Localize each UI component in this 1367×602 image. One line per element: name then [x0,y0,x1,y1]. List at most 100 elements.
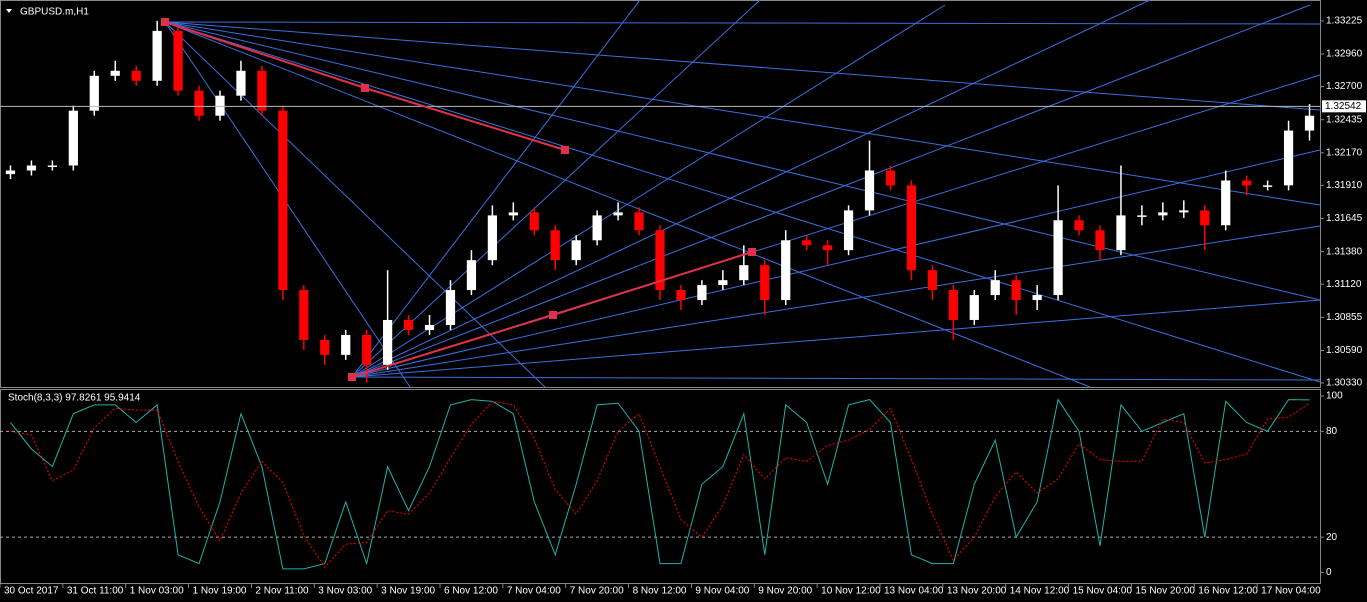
candle-body [571,240,581,261]
candle-body [927,270,937,291]
y-tick-label: 1.31380 [1326,246,1363,257]
candle-body [152,30,162,81]
fan-line [351,149,1321,378]
chart-title: GBPUSD.m,H1 [20,7,89,18]
x-tick-label: 14 Nov 12:00 [1010,586,1070,597]
candle-body [718,280,728,286]
candle-body [110,70,120,76]
candle-body [68,110,78,166]
anchor [348,373,356,381]
x-tick-label: 10 Nov 12:00 [821,586,881,597]
candle-body [341,334,351,355]
anchor [549,311,557,319]
candle-body [5,170,16,175]
y-tick-label: 1.32700 [1326,81,1363,92]
candle-body [1137,215,1147,217]
x-tick-label: 13 Nov 04:00 [884,586,944,597]
candle-body [969,295,979,320]
fan-line [351,0,761,378]
anchor [748,248,756,256]
candle-body [948,290,958,320]
fan-line [351,4,1311,378]
candle-body [362,334,372,365]
y-tick-label: 0 [1326,567,1332,578]
candle-body [843,210,854,251]
candle-body [1221,180,1231,226]
candle-body [173,30,183,91]
candle-body [1074,220,1084,231]
fan-line [351,299,1321,378]
candle-body [26,165,37,171]
candle-body [885,170,896,186]
candle-body [676,290,686,301]
candle-body [403,319,414,330]
candle-body [864,170,875,211]
y-tick-label: 1.33225 [1326,16,1363,27]
candle-body [383,319,393,365]
fan-line [351,4,946,378]
candle-body [906,185,917,271]
fan-line [164,21,1321,25]
x-tick-label: 15 Nov 04:00 [1073,586,1133,597]
stoch-line [10,398,1310,570]
x-tick-label: 3 Nov 03:00 [318,586,372,597]
candle-body [257,70,267,111]
fan-line [164,21,1321,383]
frame [0,0,1321,584]
last-price-box [1322,100,1366,113]
candle-body [1011,280,1021,301]
x-tick-label: 7 Nov 04:00 [507,586,561,597]
x-tick-label: 6 Nov 12:00 [444,586,498,597]
x-tick-label: 7 Nov 20:00 [570,586,624,597]
indicator-title: Stoch(8,3,3) 97.8261 95.9414 [8,393,141,404]
y-tick-label: 1.30590 [1326,345,1363,356]
candle-body [697,285,707,301]
candle-body [529,212,539,231]
fan-line [164,21,1321,111]
candle-body [634,212,644,231]
candle-body [781,240,791,301]
x-tick-label: 1 Nov 19:00 [193,586,247,597]
anchor [161,18,169,26]
candle-body [424,324,435,330]
candle-body [655,230,665,291]
candle-body [802,240,812,246]
menu-triangle [6,9,12,13]
y-tick-label: 80 [1326,426,1338,437]
x-tick-label: 9 Nov 04:00 [695,586,749,597]
candle-body [1116,215,1126,251]
candle-body [1283,130,1294,186]
fan-line [164,21,546,388]
candle-body [550,230,560,261]
y-tick-label: 1.30330 [1326,378,1363,389]
x-tick-label: 1 Nov 03:00 [130,586,184,597]
x-tick-label: 17 Nov 04:00 [1261,586,1321,597]
candle-body [320,339,330,355]
candle-body [1200,210,1210,226]
y-tick-label: 1.32170 [1326,147,1363,158]
y-tick-label: 1.32435 [1326,114,1363,125]
candle-body [739,265,749,281]
x-tick-label: 2 Nov 11:00 [255,586,309,597]
candle-body [487,215,497,261]
anchor [361,84,369,92]
candle-body [1263,185,1273,187]
candle-body [89,75,99,111]
y-tick-label: 1.31645 [1326,213,1363,224]
fan-line [351,376,1321,381]
candle-body [299,290,309,340]
fan-line [164,21,411,388]
y-tick-label: 1.31120 [1326,279,1362,290]
last-price-label: 1.32542 [1325,101,1362,112]
stoch-line [10,400,1310,568]
candle-body [508,212,518,216]
candle-body [236,70,246,96]
fan-line [164,21,1321,301]
candle-body [445,290,456,325]
stoch-panel-border [0,389,1321,584]
candle-body [1053,220,1063,296]
candle-body [592,215,602,241]
candle-body [131,70,141,81]
candle-body [1158,212,1168,216]
